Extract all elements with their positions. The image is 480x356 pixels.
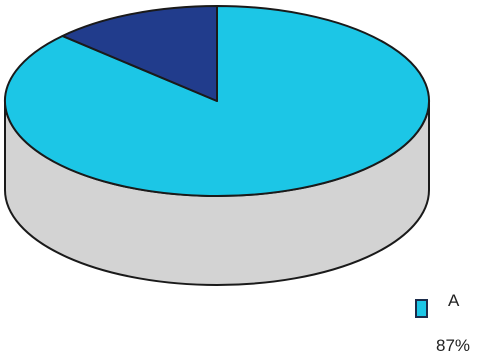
pie-slice-other <box>61 5 218 102</box>
legend-label-a: A <box>448 291 460 310</box>
pie-top <box>4 5 430 197</box>
legend-swatch-a <box>415 299 428 318</box>
legend: A 87% <box>415 291 470 355</box>
legend-value-a: 87% <box>436 336 470 355</box>
